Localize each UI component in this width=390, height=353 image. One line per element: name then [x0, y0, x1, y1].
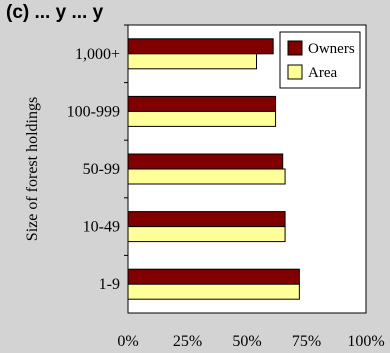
x-tick-label: 50%	[232, 333, 261, 350]
bar-owners-0	[127, 38, 274, 55]
bar-owners-2	[127, 153, 284, 170]
chart-heading: (c) ... y ... y	[6, 2, 104, 23]
x-tick-label: 25%	[173, 333, 202, 350]
bar-owners-3	[127, 211, 286, 228]
y-tick-label: 10-49	[83, 219, 120, 236]
legend: Owners Area	[279, 31, 361, 89]
y-tick-label: 1,000+	[75, 46, 120, 63]
bar-area-2	[127, 168, 286, 185]
y-axis-label: Size of forest holdings	[24, 97, 41, 241]
y-tick-label: 100-999	[67, 103, 120, 120]
y-tick-label: 1-9	[99, 276, 120, 293]
bar-area-3	[127, 226, 286, 243]
axis-group: 1,000+ 100-999 50-99 10-49 1-9 0% 25% 50% 75% 100…	[67, 24, 385, 350]
legend-swatch-owners	[287, 40, 303, 56]
x-tick-label: 0%	[117, 333, 138, 350]
y-tick-label: 50-99	[83, 161, 120, 178]
bar-area-4	[127, 283, 300, 300]
bars-group	[127, 38, 300, 300]
bar-area-0	[127, 53, 258, 70]
legend-label-area: Area	[308, 65, 337, 81]
legend-swatch-area	[287, 64, 303, 80]
bar-owners-1	[127, 95, 277, 112]
bar-owners-4	[127, 268, 300, 285]
bar-area-1	[127, 110, 277, 127]
x-tick-label: 75%	[292, 333, 321, 350]
x-tick-label: 100%	[347, 333, 384, 350]
legend-label-owners: Owners	[308, 41, 355, 57]
